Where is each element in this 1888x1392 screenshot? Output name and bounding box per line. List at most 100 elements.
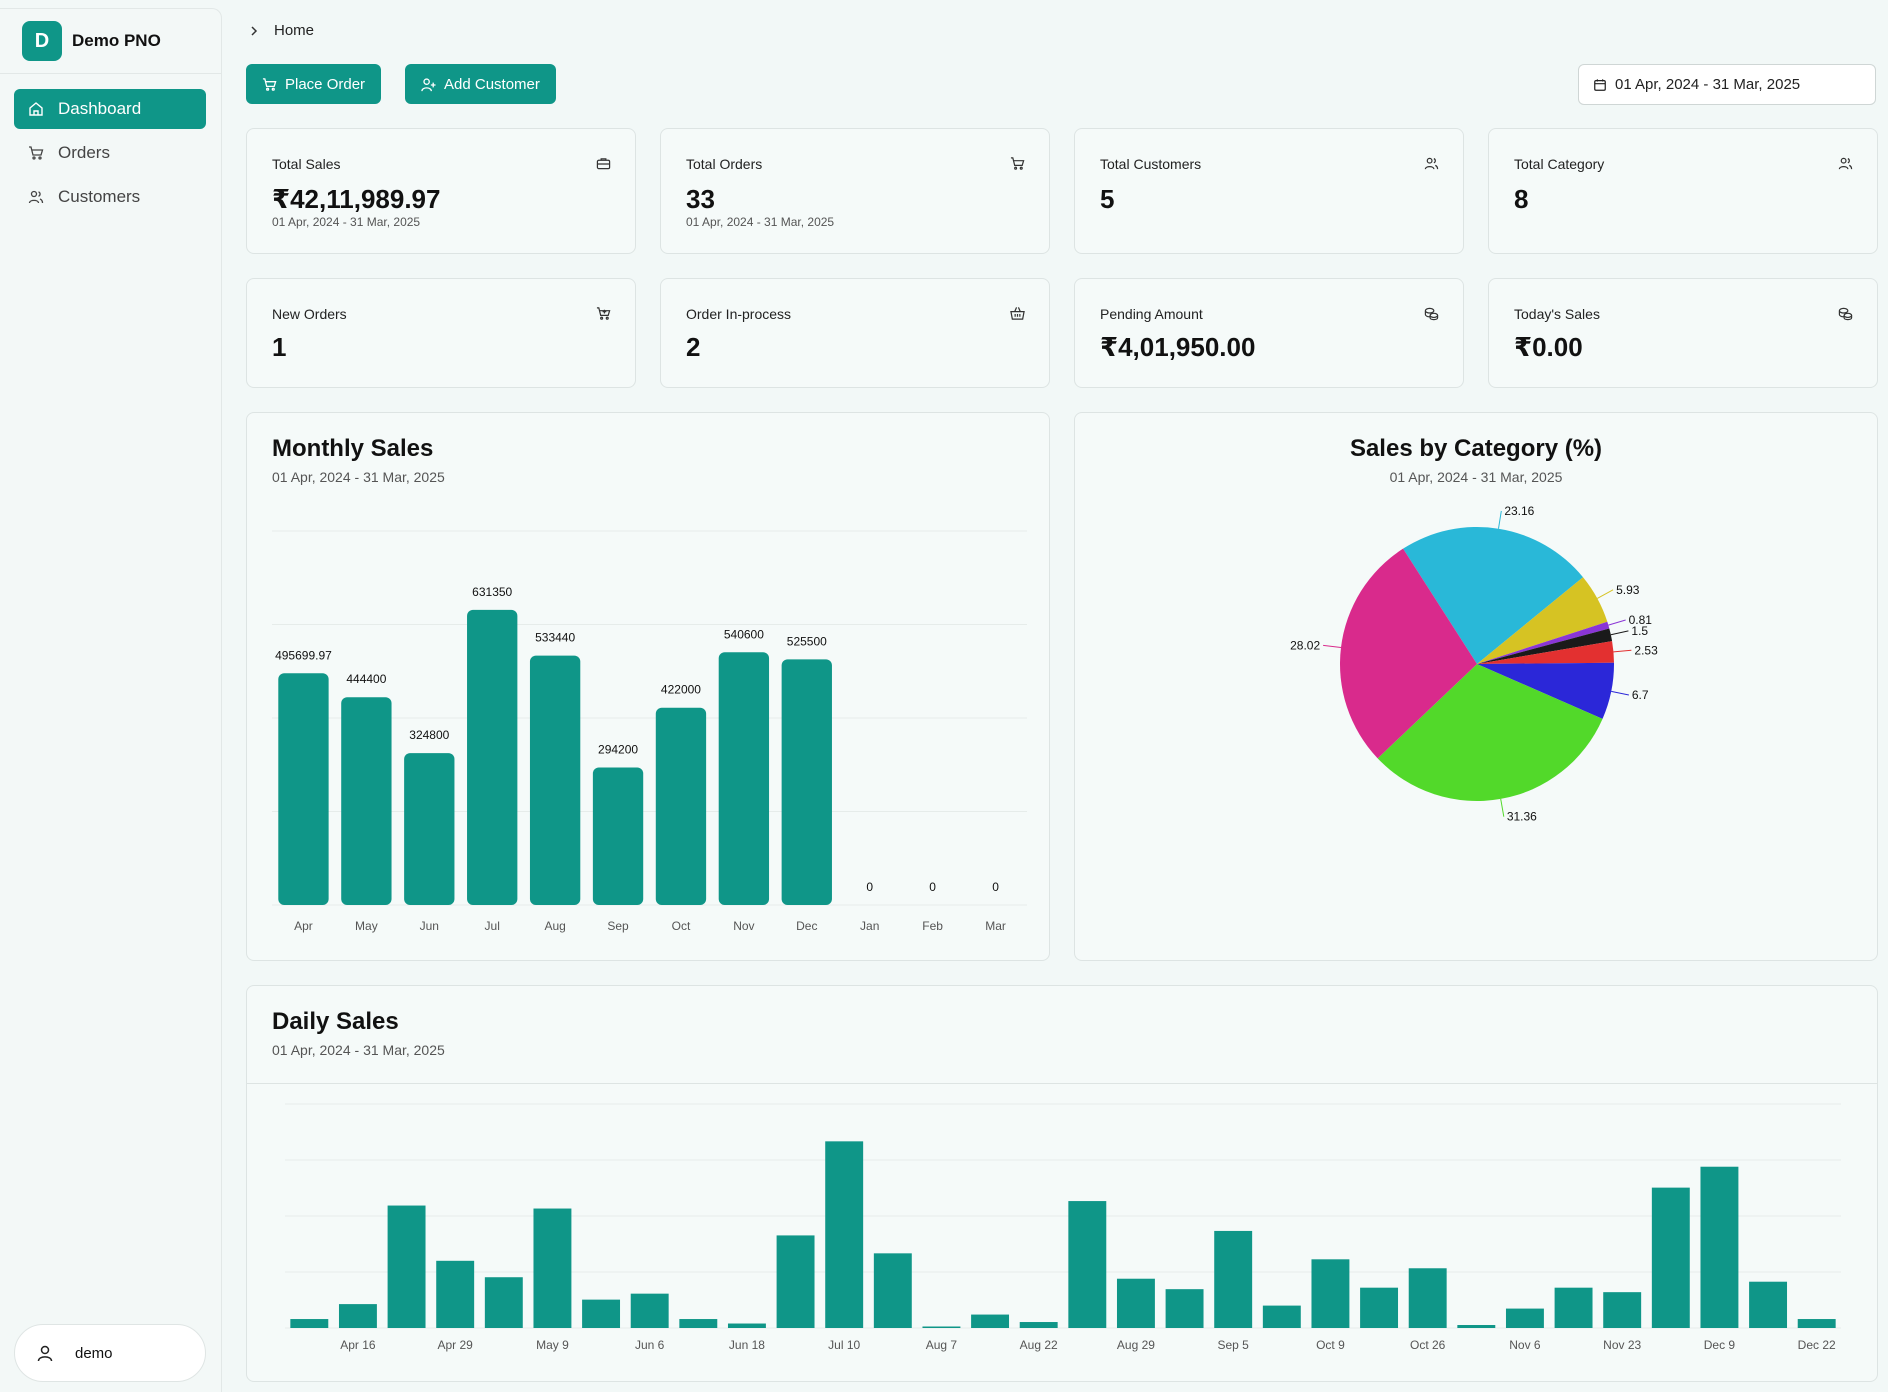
data-label: 631350: [472, 585, 512, 599]
bar: [341, 697, 392, 905]
bar: [781, 659, 832, 905]
x-tick-label: Apr: [294, 919, 313, 933]
bar: [1700, 1166, 1739, 1328]
bar: [873, 1253, 912, 1328]
data-label: 324800: [409, 728, 449, 742]
panel-subtitle: 01 Apr, 2024 - 31 Mar, 2025: [272, 1042, 445, 1058]
calendar-icon: [1594, 78, 1606, 91]
bar: [290, 1319, 329, 1328]
bar: [484, 1277, 523, 1328]
coins-icon: [1838, 307, 1853, 321]
x-tick-label: Aug 22: [1020, 1338, 1058, 1352]
slice-label: 6.7: [1632, 688, 1649, 702]
monthly-sales-panel: Monthly Sales 01 Apr, 2024 - 31 Mar, 202…: [246, 412, 1050, 961]
panel-divider: [247, 1083, 1877, 1084]
leader-line: [1500, 798, 1505, 817]
stat-value: ₹4,01,950.00: [1100, 332, 1256, 362]
bar: [533, 1208, 572, 1328]
bar: [1457, 1325, 1496, 1328]
stat-value: ₹0.00: [1514, 332, 1583, 362]
stat-card-todays-sales: Today's Sales ₹0.00: [1488, 278, 1878, 388]
panel-title: Monthly Sales: [272, 435, 434, 462]
x-tick-label: Mar: [985, 919, 1006, 933]
x-tick-label: Jul 10: [828, 1338, 860, 1352]
sidebar-item-customers[interactable]: Customers: [14, 177, 206, 217]
leader-line: [1597, 589, 1614, 599]
stat-title: Total Sales: [272, 156, 341, 172]
leader-line: [1611, 690, 1629, 696]
basket-icon: [1010, 307, 1025, 320]
stat-value: 2: [686, 332, 701, 362]
stat-card-order-in-process: Order In-process 2: [660, 278, 1050, 388]
bar: [655, 707, 707, 905]
bar: [727, 1323, 766, 1328]
monthly-sales-chart: 495699.97 Apr 444400 May 324800 Jun 631350 Jul 5…: [272, 530, 1027, 933]
x-tick-label: Dec 22: [1798, 1338, 1836, 1352]
category-pie-chart: 23.16 5.93 0.811.5 2.53 6.7 31.36 28.02: [1290, 504, 1658, 824]
sidebar-item-dashboard[interactable]: Dashboard: [14, 89, 206, 129]
add-customer-button[interactable]: Add Customer: [405, 64, 556, 104]
stat-title: Total Category: [1514, 156, 1605, 172]
stat-value: 1: [272, 332, 287, 362]
x-tick-label: Oct: [672, 919, 691, 933]
data-label: 525500: [787, 634, 827, 648]
pie-slice: [1377, 664, 1603, 801]
slice-label: 28.02: [1290, 638, 1320, 652]
stat-value: ₹42,11,989.97: [272, 184, 441, 214]
panel-subtitle: 01 Apr, 2024 - 31 Mar, 2025: [272, 469, 445, 485]
user-icon: [37, 1345, 53, 1362]
x-tick-label: Jun 6: [635, 1338, 665, 1352]
cart-plus-icon: [596, 307, 611, 320]
breadcrumb-home[interactable]: Home: [274, 22, 315, 39]
panel-title: Sales by Category (%): [1349, 435, 1603, 462]
users-icon: [28, 190, 44, 204]
user-menu[interactable]: demo: [14, 1324, 206, 1382]
bar: [718, 652, 770, 905]
sidebar-nav: Dashboard Orders Customers: [14, 89, 206, 221]
stat-card-pending-amount: Pending Amount ₹4,01,950.00: [1074, 278, 1464, 388]
data-label: 540600: [724, 627, 764, 641]
coins-icon: [1424, 307, 1439, 321]
stat-card-total-category: Total Category 8: [1488, 128, 1878, 254]
bar: [467, 609, 518, 905]
pie-slice: [1477, 628, 1613, 664]
date-range-picker[interactable]: 01 Apr, 2024 - 31 Mar, 2025: [1578, 64, 1876, 105]
bar: [387, 1205, 426, 1328]
data-label: 444400: [346, 672, 386, 686]
daily-sales-panel: Daily Sales 01 Apr, 2024 - 31 Mar, 2025 …: [246, 985, 1878, 1382]
brand-name: Demo PNO: [72, 31, 161, 50]
breadcrumb: Home: [248, 22, 314, 39]
bar: [582, 1299, 621, 1328]
pie-slice: [1477, 641, 1614, 664]
x-tick-label: Apr 16: [340, 1338, 376, 1352]
bar: [1019, 1322, 1058, 1328]
chevron-right-icon[interactable]: [248, 25, 260, 37]
sidebar-divider: [0, 73, 221, 74]
bar: [1214, 1230, 1253, 1328]
stat-title: Today's Sales: [1514, 306, 1600, 322]
data-label: 294200: [598, 742, 638, 756]
bar: [592, 767, 644, 905]
slice-label: 0.81: [1629, 613, 1653, 627]
pie-slice: [1477, 621, 1610, 664]
add-customer-label: Add Customer: [444, 75, 540, 93]
x-tick-label: Apr 29: [438, 1338, 474, 1352]
cart-icon: [29, 146, 44, 160]
bar: [1360, 1287, 1399, 1328]
slice-label: 31.36: [1507, 810, 1537, 824]
brand[interactable]: D Demo PNO: [22, 21, 161, 61]
slice-label: 23.16: [1504, 504, 1534, 518]
data-label: 0: [866, 880, 873, 894]
bar: [1262, 1305, 1301, 1328]
briefcase-icon: [596, 158, 611, 170]
home-icon: [29, 102, 43, 116]
bar: [630, 1293, 669, 1328]
sidebar-item-orders[interactable]: Orders: [14, 133, 206, 173]
slice-label: 5.93: [1616, 583, 1640, 597]
bar: [1311, 1259, 1350, 1328]
leader-line: [1610, 630, 1629, 636]
x-tick-label: Sep: [607, 919, 629, 933]
x-tick-label: Oct 9: [1316, 1338, 1345, 1352]
place-order-button[interactable]: Place Order: [246, 64, 382, 104]
x-tick-label: Jan: [860, 919, 879, 933]
